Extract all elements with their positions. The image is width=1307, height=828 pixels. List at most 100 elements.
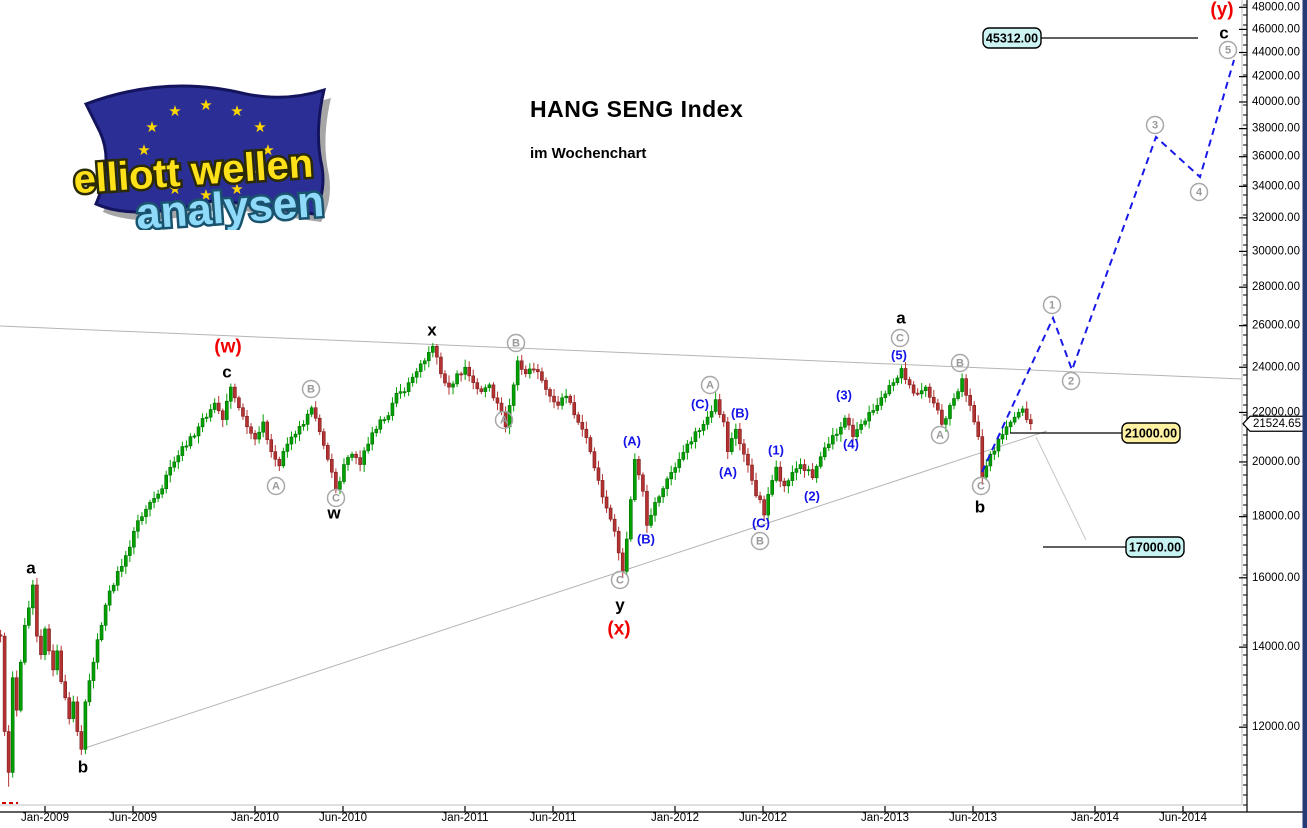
candle[interactable] [713,392,718,415]
candle[interactable] [568,394,573,406]
x-axis-scale[interactable]: Jan-2009 Jun-2009 Jan-2010 Jun-2010 Jan-2011… [21,806,1208,824]
candle[interactable] [580,414,585,437]
candle[interactable] [443,370,447,387]
candle[interactable] [693,427,698,449]
candle[interactable] [394,387,399,408]
candle[interactable] [746,448,750,473]
candle[interactable] [681,445,686,462]
candle[interactable] [309,405,314,418]
candle[interactable] [362,447,366,473]
candle[interactable] [136,514,140,539]
candle[interactable] [14,670,19,717]
candle[interactable] [721,411,726,427]
candle[interactable] [996,436,1001,458]
candle[interactable] [204,413,209,423]
candle[interactable] [241,403,245,420]
candle[interactable] [540,367,544,384]
candle[interactable] [572,394,577,419]
candle[interactable] [55,644,59,675]
candle[interactable] [968,388,972,412]
candle[interactable] [233,383,237,403]
candle[interactable] [786,478,791,494]
candle[interactable] [39,629,43,660]
candle[interactable] [822,442,827,461]
candle[interactable] [330,453,334,479]
candle[interactable] [2,632,7,737]
candle[interactable] [709,405,714,423]
candle[interactable] [459,371,463,382]
candle[interactable] [229,383,233,409]
candle[interactable] [863,418,867,427]
candle[interactable] [431,342,435,358]
candle[interactable] [342,458,346,485]
candle[interactable] [895,375,900,386]
candle[interactable] [608,504,613,522]
candle[interactable] [152,491,156,509]
candle[interactable] [940,404,944,428]
candle[interactable] [212,398,217,414]
candle[interactable] [810,463,815,481]
candle[interactable] [879,390,884,410]
candle[interactable] [596,460,601,485]
candle[interactable] [265,419,270,445]
candle[interactable] [180,441,185,462]
candle[interactable] [124,550,128,574]
candle[interactable] [422,358,427,371]
candle[interactable] [156,489,160,503]
candle[interactable] [269,433,274,458]
candle[interactable] [701,420,706,436]
candle[interactable] [899,365,904,384]
candle[interactable] [43,626,47,661]
candle[interactable] [843,415,847,430]
candle[interactable] [366,436,371,454]
candle[interactable] [216,395,221,415]
candle[interactable] [515,355,520,391]
candle[interactable] [830,427,835,450]
candle[interactable] [637,455,641,480]
candle[interactable] [734,423,738,446]
candle[interactable] [35,577,39,643]
candle[interactable] [119,558,124,578]
candle[interactable] [1016,408,1021,420]
candle[interactable] [507,398,512,435]
candle[interactable] [798,458,803,475]
level-price-box[interactable] [1121,422,1181,444]
candle[interactable] [346,454,350,471]
candle[interactable] [103,602,108,631]
candle[interactable] [402,387,407,397]
candle[interactable] [871,403,876,416]
candle[interactable] [91,657,96,689]
candle[interactable] [188,433,193,449]
candle[interactable] [237,395,241,411]
candle[interactable] [855,422,859,445]
candle[interactable] [1028,413,1033,430]
candle[interactable] [548,387,552,403]
candle[interactable] [1008,419,1013,433]
candle[interactable] [168,459,173,483]
candle[interactable] [414,368,419,384]
candle[interactable] [439,352,443,379]
candle[interactable] [95,633,100,670]
candle[interactable] [851,418,855,442]
candle[interactable] [289,431,294,451]
candle[interactable] [576,411,581,425]
candle[interactable] [956,388,960,401]
candle[interactable] [196,422,201,444]
candle[interactable] [144,505,148,525]
candle[interactable] [495,391,500,411]
candle[interactable] [645,484,649,533]
candle[interactable] [665,476,669,497]
candle[interactable] [184,440,189,451]
candle[interactable] [907,376,912,389]
candle[interactable] [532,362,536,374]
candle[interactable] [556,395,560,410]
candle[interactable] [1024,401,1029,423]
candle[interactable] [435,344,439,365]
candle[interactable] [18,659,23,713]
candle[interactable] [71,695,76,723]
candle[interactable] [964,374,968,403]
candle[interactable] [0,629,3,643]
candle[interactable] [903,362,908,385]
candle[interactable] [390,397,395,421]
candle[interactable] [677,452,682,473]
